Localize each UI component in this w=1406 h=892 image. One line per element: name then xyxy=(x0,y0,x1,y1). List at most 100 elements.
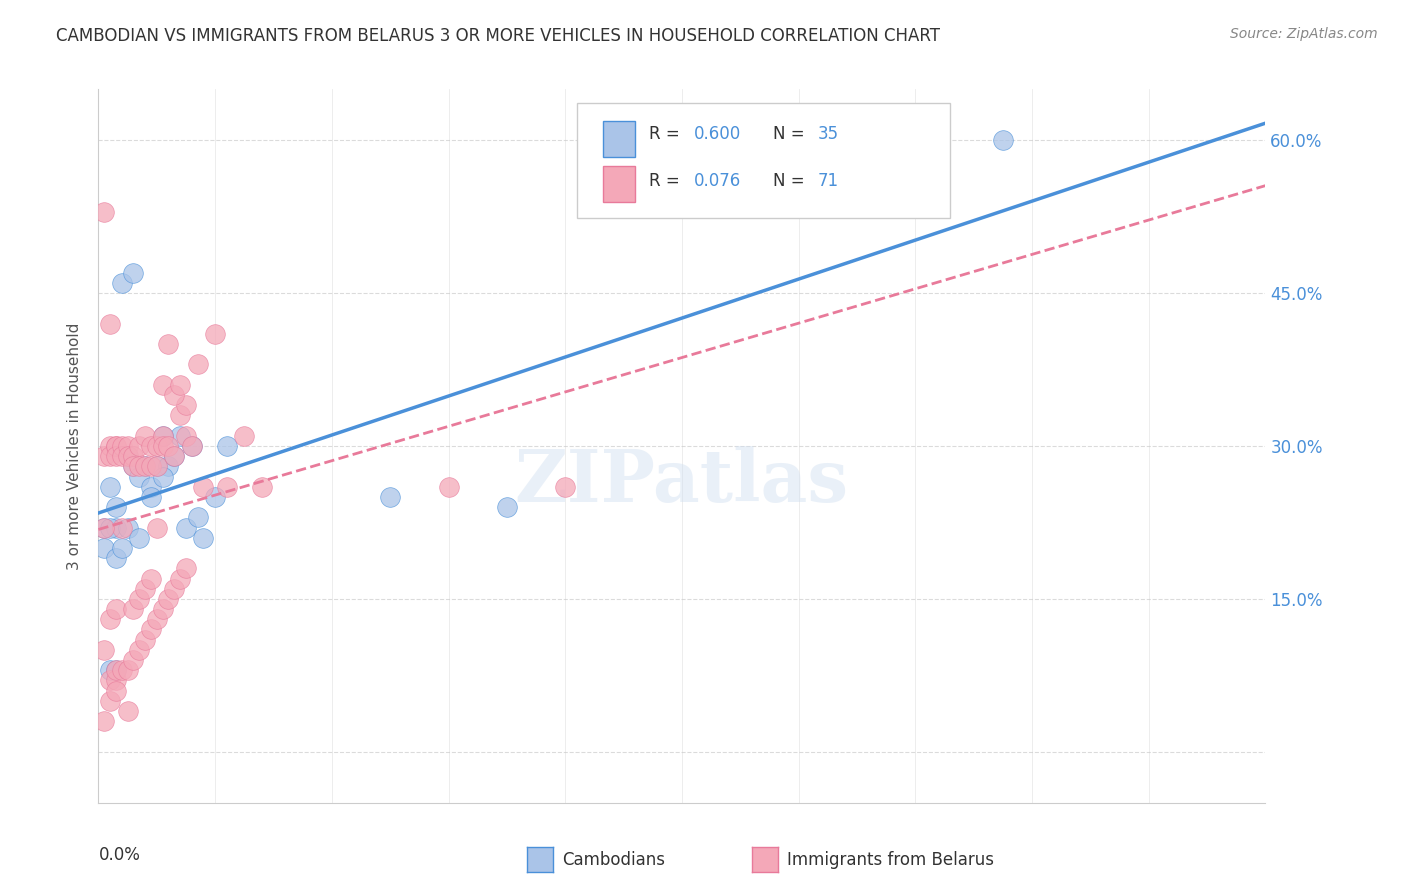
Point xyxy=(163,449,186,463)
Point xyxy=(139,623,162,637)
Point xyxy=(146,439,169,453)
Point xyxy=(117,449,139,463)
Point xyxy=(122,459,145,474)
Point xyxy=(128,439,150,453)
Point xyxy=(122,266,145,280)
Point xyxy=(134,429,156,443)
Point xyxy=(128,531,150,545)
Point xyxy=(152,377,174,392)
Point xyxy=(98,520,121,534)
Point xyxy=(122,449,145,463)
Point xyxy=(163,449,186,463)
Point xyxy=(152,439,174,453)
Point xyxy=(122,459,145,474)
Text: R =: R = xyxy=(650,171,685,189)
Point xyxy=(134,582,156,596)
Point xyxy=(139,490,162,504)
Text: R =: R = xyxy=(650,125,685,143)
Point xyxy=(128,591,150,606)
Point xyxy=(134,459,156,474)
Point xyxy=(111,276,134,290)
Point xyxy=(93,714,115,729)
Point xyxy=(111,541,134,555)
Point xyxy=(98,317,121,331)
Point xyxy=(378,490,402,504)
FancyBboxPatch shape xyxy=(603,121,636,157)
Point xyxy=(98,480,121,494)
Point xyxy=(98,694,121,708)
Point xyxy=(152,469,174,483)
Point xyxy=(215,480,238,494)
Point xyxy=(991,133,1014,147)
Point xyxy=(128,469,150,483)
Point xyxy=(104,673,127,688)
Point xyxy=(157,337,180,351)
Text: N =: N = xyxy=(773,125,810,143)
Point xyxy=(93,520,115,534)
Point xyxy=(122,653,145,667)
Text: ZIPatlas: ZIPatlas xyxy=(515,446,849,517)
Point xyxy=(146,459,169,474)
Point xyxy=(93,541,115,555)
Point xyxy=(146,612,169,626)
Point xyxy=(169,377,191,392)
Point xyxy=(134,459,156,474)
Point xyxy=(104,663,127,677)
Point xyxy=(117,663,139,677)
FancyBboxPatch shape xyxy=(576,103,950,218)
Point xyxy=(139,572,162,586)
Point xyxy=(250,480,273,494)
Point xyxy=(193,480,215,494)
Point xyxy=(104,663,127,677)
Point xyxy=(104,602,127,616)
Point xyxy=(152,429,174,443)
Point xyxy=(146,459,169,474)
Point xyxy=(180,439,202,453)
Point xyxy=(104,520,127,534)
Point xyxy=(104,439,127,453)
Text: CAMBODIAN VS IMMIGRANTS FROM BELARUS 3 OR MORE VEHICLES IN HOUSEHOLD CORRELATION: CAMBODIAN VS IMMIGRANTS FROM BELARUS 3 O… xyxy=(56,27,941,45)
Text: Cambodians: Cambodians xyxy=(562,851,665,869)
Text: 71: 71 xyxy=(817,171,838,189)
Point xyxy=(163,388,186,402)
Point xyxy=(104,683,127,698)
Point xyxy=(98,612,121,626)
Point xyxy=(117,520,139,534)
Point xyxy=(98,439,121,453)
Point xyxy=(117,704,139,718)
Point xyxy=(174,561,197,575)
FancyBboxPatch shape xyxy=(603,166,636,202)
Point xyxy=(157,591,180,606)
Text: 0.0%: 0.0% xyxy=(98,846,141,863)
Point xyxy=(152,602,174,616)
Point xyxy=(134,632,156,647)
Point xyxy=(157,439,180,453)
Point xyxy=(117,439,139,453)
Point xyxy=(437,480,460,494)
Point xyxy=(93,643,115,657)
Point xyxy=(152,429,174,443)
Point xyxy=(139,439,162,453)
Point xyxy=(187,510,209,524)
Text: Immigrants from Belarus: Immigrants from Belarus xyxy=(787,851,994,869)
Text: 35: 35 xyxy=(817,125,838,143)
Point xyxy=(128,459,150,474)
Point xyxy=(193,531,215,545)
Point xyxy=(104,449,127,463)
Point xyxy=(98,673,121,688)
Point xyxy=(180,439,202,453)
Point xyxy=(174,429,197,443)
Point xyxy=(93,520,115,534)
Point xyxy=(117,449,139,463)
Point xyxy=(204,326,226,341)
Text: Source: ZipAtlas.com: Source: ZipAtlas.com xyxy=(1230,27,1378,41)
Point xyxy=(98,663,121,677)
Point xyxy=(139,459,162,474)
Point xyxy=(104,439,127,453)
Point xyxy=(146,520,169,534)
Text: 0.600: 0.600 xyxy=(693,125,741,143)
Text: 0.076: 0.076 xyxy=(693,171,741,189)
Point xyxy=(139,480,162,494)
Point xyxy=(122,602,145,616)
Point xyxy=(111,439,134,453)
